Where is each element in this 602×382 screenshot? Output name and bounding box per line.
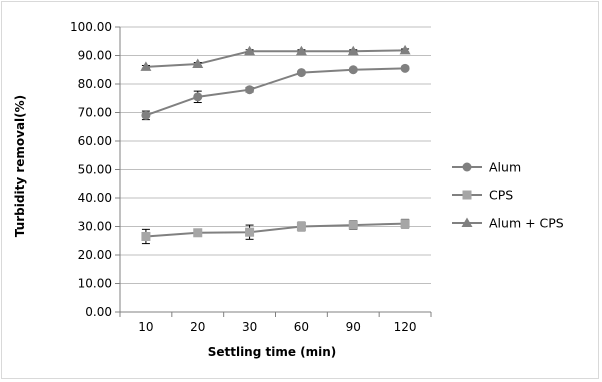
series-line [145,67,406,117]
series [140,44,411,245]
legend-marker [462,190,472,200]
gridlines [120,26,431,284]
data-point [400,219,410,229]
legend-label: Alum + CPS [489,216,564,231]
data-point [245,85,255,95]
data-point [140,61,152,71]
data-point [141,231,151,241]
series-0 [141,63,410,121]
data-point [347,45,359,56]
data-point [192,58,204,69]
data-point [295,45,307,56]
y-tick-label: 90.00 [78,49,112,63]
legend-marker [462,162,472,172]
series-2 [140,44,411,71]
data-point [296,222,306,231]
data-point [296,68,306,78]
turbidity-line-chart: 0.00 10.00 20.00 30.00 40.00 50.00 60.00 70.00 8… [13,20,564,359]
legend-item: CPS [452,188,513,203]
x-axis-title: Settling time (min) [208,345,337,359]
y-tick-label: 100.00 [70,20,112,34]
data-point [245,227,255,237]
data-point [400,63,410,73]
legend-item: Alum + CPS [452,216,564,231]
x-tick-label: 10 [138,320,153,334]
legend-marker [461,217,473,227]
data-point [141,110,151,120]
x-tick-label: 120 [394,320,417,334]
data-point [348,65,358,75]
legend-label: CPS [489,188,513,203]
data-point [348,220,358,230]
y-tick-label: 10.00 [78,277,112,291]
y-tick-label: 70.00 [78,106,112,120]
data-point [193,92,203,102]
y-tick-label: 60.00 [78,134,112,148]
x-tick-labels: 10 20 30 60 90 120 [138,320,416,334]
legend: Alum CPS Alum + CPS [452,160,564,231]
y-tick-labels: 0.00 10.00 20.00 30.00 40.00 50.00 60.00 70.00 8… [70,20,112,319]
y-axis-title: Turbidity removal(%) [13,95,27,237]
y-tick-label: 0.00 [85,305,112,319]
series-line [145,49,406,68]
y-tick-label: 50.00 [78,163,112,177]
series-line [145,222,406,238]
x-tick-label: 30 [242,320,257,334]
x-tick-label: 90 [346,320,361,334]
legend-label: Alum [489,160,521,175]
axes [115,26,432,317]
y-tick-label: 20.00 [78,248,112,262]
series-1 [141,218,410,245]
x-tick-label: 60 [294,320,309,334]
y-tick-label: 30.00 [78,220,112,234]
y-tick-label: 40.00 [78,191,112,205]
x-tick-label: 20 [190,320,205,334]
legend-item: Alum [452,160,521,175]
data-point [193,228,203,238]
y-tick-label: 80.00 [78,77,112,91]
data-point [399,44,411,55]
data-point [244,45,256,56]
